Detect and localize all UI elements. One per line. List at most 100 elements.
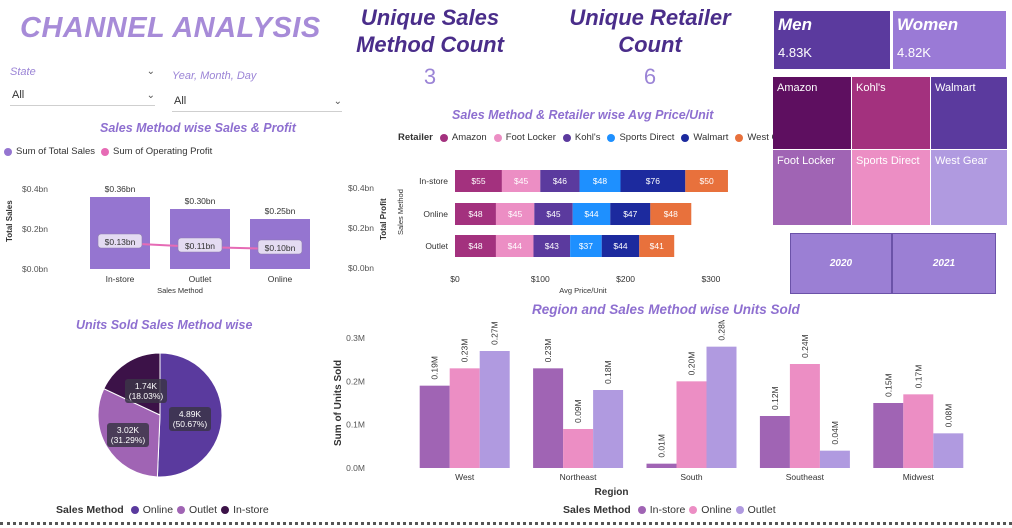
pie-data-label: (18.03%) bbox=[129, 391, 164, 401]
y-tick-label: $0.2bn bbox=[348, 223, 374, 233]
pie-data-label: (31.29%) bbox=[111, 435, 146, 445]
year-button-2021[interactable]: 2021 bbox=[892, 233, 996, 294]
x-axis-label: Region bbox=[595, 487, 629, 498]
x-axis-label: Avg Price/Unit bbox=[559, 286, 607, 295]
legend-label: In-store bbox=[233, 504, 269, 516]
kpi-title: Unique Sales Method Count bbox=[356, 5, 504, 57]
women-label: Women bbox=[897, 15, 959, 34]
units-bar bbox=[933, 433, 964, 468]
units-bar bbox=[563, 429, 594, 468]
legend-dot bbox=[735, 506, 744, 514]
legend-dot bbox=[4, 147, 12, 156]
legend-dot bbox=[562, 133, 571, 142]
units-bar bbox=[759, 416, 790, 468]
legend-title: Retailer bbox=[398, 132, 433, 143]
y-tick-label: 0.3M bbox=[346, 333, 365, 343]
chevron-down-icon[interactable]: ⌄ bbox=[146, 66, 155, 77]
y-tick-label: $0.4bn bbox=[348, 183, 374, 193]
price-bar-segment bbox=[572, 203, 611, 225]
price-bar-segment bbox=[533, 235, 571, 257]
state-filter-label: State bbox=[10, 66, 36, 78]
x-tick-label: In-store bbox=[106, 274, 135, 284]
state-dropdown[interactable]: All ⌄ bbox=[10, 86, 155, 106]
legend-label: Sum of Total Sales bbox=[16, 146, 96, 157]
price-bar-segment bbox=[455, 203, 496, 225]
bar-data-label: $47 bbox=[623, 209, 637, 219]
profit-label-box bbox=[97, 233, 143, 249]
bar-data-label: $55 bbox=[471, 176, 485, 186]
bar-data-label: $46 bbox=[553, 176, 567, 186]
women-card[interactable]: Women 4.82K bbox=[892, 10, 1007, 70]
year-button-2020[interactable]: 2020 bbox=[790, 233, 892, 294]
legend-label: Amazon bbox=[451, 132, 487, 143]
retailer-tile-kohls[interactable]: Kohl's bbox=[852, 77, 930, 149]
pie-data-label: (50.67%) bbox=[173, 419, 208, 429]
legend-label: Kohl's bbox=[574, 132, 601, 143]
x-tick-label: $100 bbox=[531, 274, 550, 284]
bar-data-label: $37 bbox=[579, 241, 593, 251]
retailer-tile-foot-locker[interactable]: Foot Locker bbox=[773, 150, 851, 225]
units-pie-chart: 4.89K(50.67%) 3.02K(31.29%) 1.74K(18.03%) bbox=[97, 352, 223, 478]
state-dropdown-value: All bbox=[12, 89, 25, 101]
kpi-title: Unique Retailer Count bbox=[569, 5, 731, 57]
retailer-treemap: Amazon Kohl's Walmart Foot Locker Sports… bbox=[773, 77, 1007, 225]
men-card[interactable]: Men 4.83K bbox=[773, 10, 891, 70]
date-filter[interactable]: Year, Month, Day All ⌄ bbox=[172, 66, 342, 112]
legend-label: In-store bbox=[649, 504, 686, 516]
kpi-value: 6 bbox=[643, 64, 657, 89]
x-tick-label: West bbox=[455, 472, 475, 482]
y2-axis-label: Total Profit bbox=[379, 198, 388, 240]
retailer-tile-west-gear[interactable]: West Gear bbox=[931, 150, 1007, 225]
legend-dot bbox=[177, 506, 186, 514]
y-category-label: Outlet bbox=[425, 241, 448, 251]
bar-data-label: 0.28M bbox=[717, 320, 727, 341]
region-units-chart: 0.0M 0.1M 0.2M 0.3M Sum of Units Sold 0.19M 0.… bbox=[333, 320, 964, 498]
bar-data-label: 0.18M bbox=[603, 360, 613, 384]
y-axis-label: Total Sales bbox=[5, 200, 14, 242]
page-title: CHANNEL ANALYSIS bbox=[20, 12, 321, 44]
units-bar bbox=[789, 364, 820, 468]
legend-dot bbox=[101, 147, 110, 156]
bar-data-label: $45 bbox=[514, 176, 528, 186]
legend-dot bbox=[493, 133, 502, 142]
y-category-label: Online bbox=[423, 209, 448, 219]
bar-data-label: $44 bbox=[508, 241, 522, 251]
chevron-down-icon[interactable]: ⌄ bbox=[333, 96, 342, 107]
bar-data-label: $48 bbox=[468, 209, 482, 219]
retailer-tile-amazon[interactable]: Amazon bbox=[773, 77, 851, 149]
units-bar bbox=[419, 385, 450, 468]
legend-dot bbox=[221, 506, 230, 514]
bar-data-label: 0.19M bbox=[430, 356, 440, 380]
profit-label-box bbox=[257, 239, 303, 255]
women-value: 4.82K bbox=[897, 45, 931, 60]
pie-label-box bbox=[125, 379, 167, 403]
x-axis-label: Sales Method bbox=[157, 286, 203, 295]
bar-data-label: $41 bbox=[650, 241, 664, 251]
men-value: 4.83K bbox=[778, 45, 812, 60]
bar-data-label: 0.12M bbox=[770, 386, 780, 410]
bar-data-label: $48 bbox=[468, 241, 482, 251]
bar-data-label: 0.01M bbox=[657, 434, 667, 458]
retailer-tile-sports-direct[interactable]: Sports Direct bbox=[852, 150, 930, 225]
sales-profit-chart: $0.0bn $0.2bn $0.4bn Total Sales $0.36bn In-s… bbox=[5, 184, 310, 295]
price-bar-segment bbox=[540, 170, 580, 192]
y-tick-label: $0.0bn bbox=[348, 263, 374, 273]
y-tick-label: 0.0M bbox=[346, 463, 365, 473]
x-tick-label: $200 bbox=[616, 274, 635, 284]
profit-data-label: $0.11bn bbox=[185, 241, 215, 251]
retailer-tile-walmart[interactable]: Walmart bbox=[931, 77, 1007, 149]
state-filter[interactable]: State ⌄ All ⌄ bbox=[10, 66, 155, 106]
bar-data-label: 0.04M bbox=[830, 421, 840, 445]
kpi-sales-method-count: Unique Sales Method Count 3 bbox=[340, 4, 520, 90]
x-tick-label: Southeast bbox=[786, 472, 825, 482]
pie-data-label: 3.02K bbox=[117, 425, 140, 435]
price-bar-segment bbox=[455, 235, 496, 257]
chevron-down-icon[interactable]: ⌄ bbox=[146, 90, 155, 101]
price-bar-segment bbox=[639, 235, 675, 257]
avg-price-chart: $0.4bn $0.2bn $0.0bn Total Profit Sales Meth… bbox=[348, 170, 728, 295]
x-tick-label: Online bbox=[268, 274, 293, 284]
bar-data-label: $44 bbox=[613, 241, 627, 251]
x-tick-label: Midwest bbox=[903, 472, 935, 482]
retailer-legend: Retailer Amazon Foot Locker Kohl's Sports D… bbox=[398, 132, 793, 143]
date-dropdown[interactable]: All ⌄ bbox=[172, 92, 342, 112]
